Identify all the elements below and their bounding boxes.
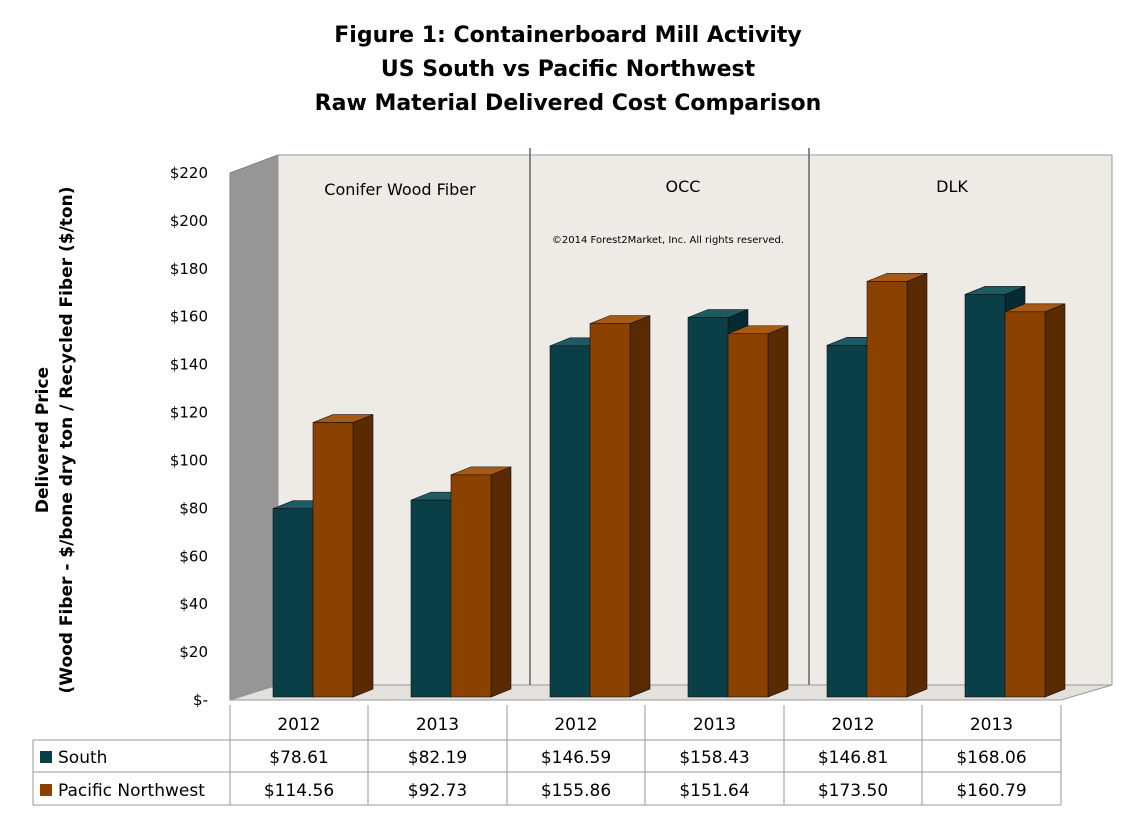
bar-front <box>866 281 908 698</box>
y-tick-label: $100 <box>170 451 208 469</box>
y-tick-label: $120 <box>170 404 208 422</box>
bar-front <box>964 294 1006 698</box>
bar-pacific-northwest <box>450 466 512 698</box>
x-category-label: 2013 <box>693 715 736 735</box>
bar-front <box>312 422 354 698</box>
bar-front <box>589 323 631 698</box>
x-category-label: 2012 <box>277 715 320 735</box>
table-cell-value: $146.81 <box>818 748 888 768</box>
table-cell-value: $168.06 <box>956 748 1026 768</box>
legend-swatch <box>40 784 52 796</box>
bar-pacific-northwest <box>866 272 928 698</box>
y-tick-label: $40 <box>179 595 208 613</box>
chart-title-line-1: Figure 1: Containerboard Mill Activity <box>334 23 801 48</box>
bar-front <box>450 474 492 698</box>
bar-pacific-northwest <box>312 414 374 698</box>
y-axis-label: Delivered Price (Wood Fiber - $/bone dry… <box>33 187 77 694</box>
y-tick-label: $160 <box>170 308 208 326</box>
y-axis-label-line-2: (Wood Fiber - $/bone dry ton / Recycled … <box>57 187 77 694</box>
table-cell-value: $155.86 <box>541 781 611 801</box>
y-axis-label-line-1: Delivered Price <box>33 367 53 513</box>
legend-label: Pacific Northwest <box>58 781 205 801</box>
table-cell-value: $114.56 <box>264 781 334 801</box>
table-cell-value: $146.59 <box>541 748 611 768</box>
bar-pacific-northwest <box>727 325 789 698</box>
bar-front <box>1004 311 1046 698</box>
x-category-label: 2013 <box>416 715 459 735</box>
bar-side <box>767 325 789 698</box>
group-label-occ: OCC <box>666 177 701 196</box>
x-category-label: 2012 <box>831 715 874 735</box>
copyright-annotation: ©2014 Forest2Market, Inc. All rights res… <box>552 235 784 246</box>
side-wall <box>229 154 279 701</box>
table-cell-value: $158.43 <box>679 748 749 768</box>
y-tick-label: $220 <box>170 164 208 182</box>
bar-pacific-northwest <box>1004 303 1066 698</box>
chart-title-line-3: Raw Material Delivered Cost Comparison <box>315 91 822 116</box>
bar-front <box>826 345 868 698</box>
bar-front <box>549 345 591 698</box>
bar-front <box>687 317 729 698</box>
table-cell-value: $78.61 <box>269 748 328 768</box>
table-cell-value: $92.73 <box>408 781 467 801</box>
x-category-label: 2013 <box>970 715 1013 735</box>
legend-swatch <box>40 751 52 763</box>
bar-front <box>727 333 769 698</box>
y-tick-label: $140 <box>170 356 208 374</box>
table-cell-value: $160.79 <box>956 781 1026 801</box>
bar-side <box>629 315 651 698</box>
table-cell-value: $151.64 <box>679 781 749 801</box>
bar-pacific-northwest <box>589 315 651 698</box>
bar-front <box>272 508 314 698</box>
y-tick-label: $20 <box>179 643 208 661</box>
y-tick-label: $60 <box>179 547 208 565</box>
y-tick-label: $- <box>193 691 208 709</box>
table-cell-value: $173.50 <box>818 781 888 801</box>
bar-side <box>352 414 374 698</box>
table-cell-value: $82.19 <box>408 748 467 768</box>
bar-front <box>410 499 452 698</box>
x-category-label: 2012 <box>554 715 597 735</box>
group-label-conifer: Conifer Wood Fiber <box>324 180 476 199</box>
legend-label: South <box>58 748 107 768</box>
chart-title-line-2: US South vs Pacific Northwest <box>381 57 756 82</box>
y-tick-label: $200 <box>170 212 208 230</box>
y-tick-label: $80 <box>179 499 208 517</box>
group-label-dlk: DLK <box>936 177 968 196</box>
y-tick-label: $180 <box>170 260 208 278</box>
bar-side <box>490 466 512 698</box>
bar-side <box>906 272 928 698</box>
bar-side <box>1044 303 1066 698</box>
